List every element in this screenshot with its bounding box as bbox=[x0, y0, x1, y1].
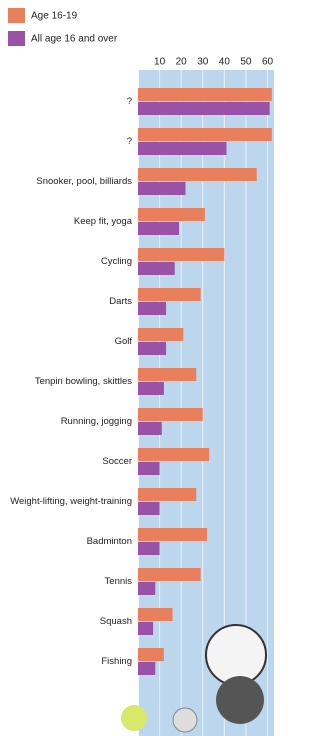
bar bbox=[138, 648, 164, 661]
bar bbox=[138, 288, 201, 301]
x-tick-label: 30 bbox=[197, 57, 209, 68]
bar bbox=[138, 488, 196, 501]
y-tick-label: Darts bbox=[4, 296, 132, 307]
bar bbox=[138, 88, 272, 101]
x-tick-label: 60 bbox=[262, 57, 274, 68]
x-tick-label: 20 bbox=[176, 57, 188, 68]
y-tick-label: Squash bbox=[4, 616, 132, 627]
bar bbox=[138, 502, 160, 515]
y-tick-label: Keep fit, yoga bbox=[4, 216, 132, 227]
bar bbox=[138, 608, 173, 621]
bar bbox=[138, 448, 209, 461]
bar bbox=[138, 128, 272, 141]
bar bbox=[138, 328, 183, 341]
y-tick-label: Golf bbox=[4, 336, 132, 347]
y-tick-label: Cycling bbox=[4, 256, 132, 267]
bar bbox=[138, 368, 196, 381]
y-tick-label: Running, jogging bbox=[4, 416, 132, 427]
y-tick-label: Weight-lifting, weight-training bbox=[4, 496, 132, 507]
bar bbox=[138, 342, 166, 355]
bar bbox=[138, 422, 162, 435]
bar bbox=[138, 102, 270, 115]
y-tick-label: ? bbox=[4, 136, 132, 147]
page: 10 20 30 40 50 60 Age 16-19 All age 16 and over… bbox=[0, 0, 275, 736]
x-tick-label: 10 bbox=[154, 57, 166, 68]
bar bbox=[138, 408, 203, 421]
bar bbox=[138, 248, 224, 261]
y-tick-label: Tennis bbox=[4, 576, 132, 587]
y-tick-label: Badminton bbox=[4, 536, 132, 547]
bar bbox=[138, 222, 179, 235]
bar bbox=[138, 142, 227, 155]
bar bbox=[138, 462, 160, 475]
x-tick-label: 40 bbox=[219, 57, 231, 68]
bar bbox=[138, 182, 185, 195]
bar bbox=[138, 622, 153, 635]
legend-swatch bbox=[8, 31, 25, 46]
bar bbox=[138, 262, 175, 275]
x-tick-label: 50 bbox=[240, 57, 252, 68]
bar bbox=[138, 662, 155, 675]
y-tick-label: Fishing bbox=[4, 656, 132, 667]
legend-swatch bbox=[8, 8, 25, 23]
y-tick-label: Snooker, pool, billiards bbox=[4, 176, 132, 187]
legend-label: All age 16 and over bbox=[31, 34, 118, 45]
bar bbox=[138, 568, 201, 581]
bar bbox=[138, 542, 160, 555]
y-tick-label: ? bbox=[4, 96, 132, 107]
bar bbox=[138, 168, 257, 181]
bar bbox=[138, 582, 155, 595]
y-tick-label: Soccer bbox=[4, 456, 132, 467]
y-tick-label: Tenpin bowling, skittles bbox=[4, 376, 132, 387]
bar bbox=[138, 302, 166, 315]
bar bbox=[138, 528, 207, 541]
legend-label: Age 16-19 bbox=[31, 11, 78, 22]
bar bbox=[138, 382, 164, 395]
bar bbox=[138, 208, 205, 221]
